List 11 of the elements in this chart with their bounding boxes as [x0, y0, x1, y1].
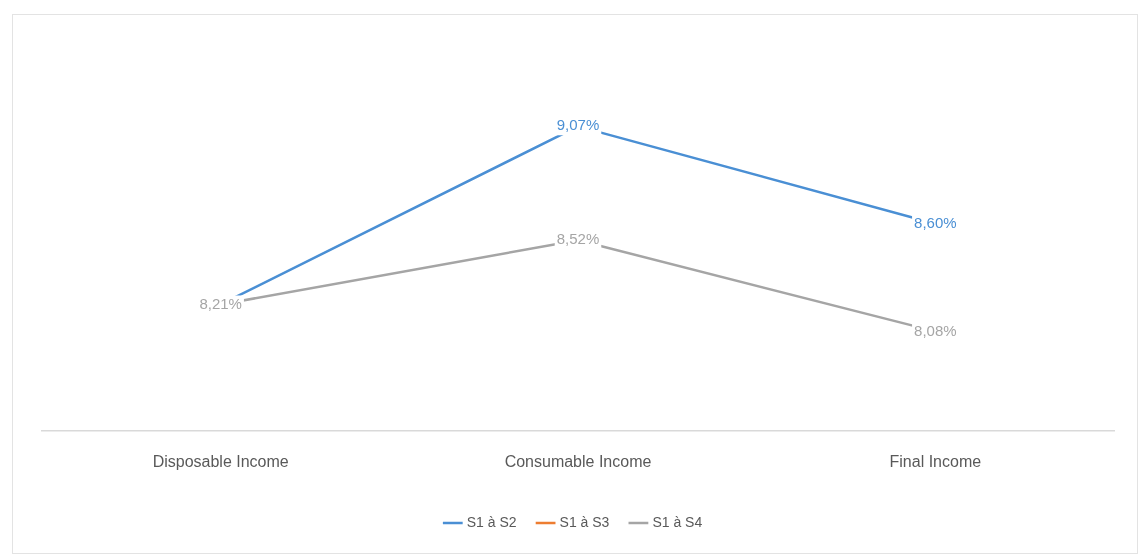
data-label: 9,07%: [556, 116, 600, 134]
data-label: 8,60%: [914, 213, 957, 231]
legend-label: S1 à S2: [466, 513, 517, 530]
legend-label: S1 à S4: [652, 513, 703, 530]
x-tick-label: Disposable Income: [152, 452, 289, 470]
x-tick-label: Consumable Income: [504, 452, 652, 470]
x-tick-label: Final Income: [889, 452, 982, 470]
legend-label: S1 à S3: [559, 513, 610, 530]
data-label: 8,21%: [199, 294, 242, 312]
data-label: 8,52%: [556, 230, 600, 248]
data-label: 8,08%: [914, 321, 957, 339]
